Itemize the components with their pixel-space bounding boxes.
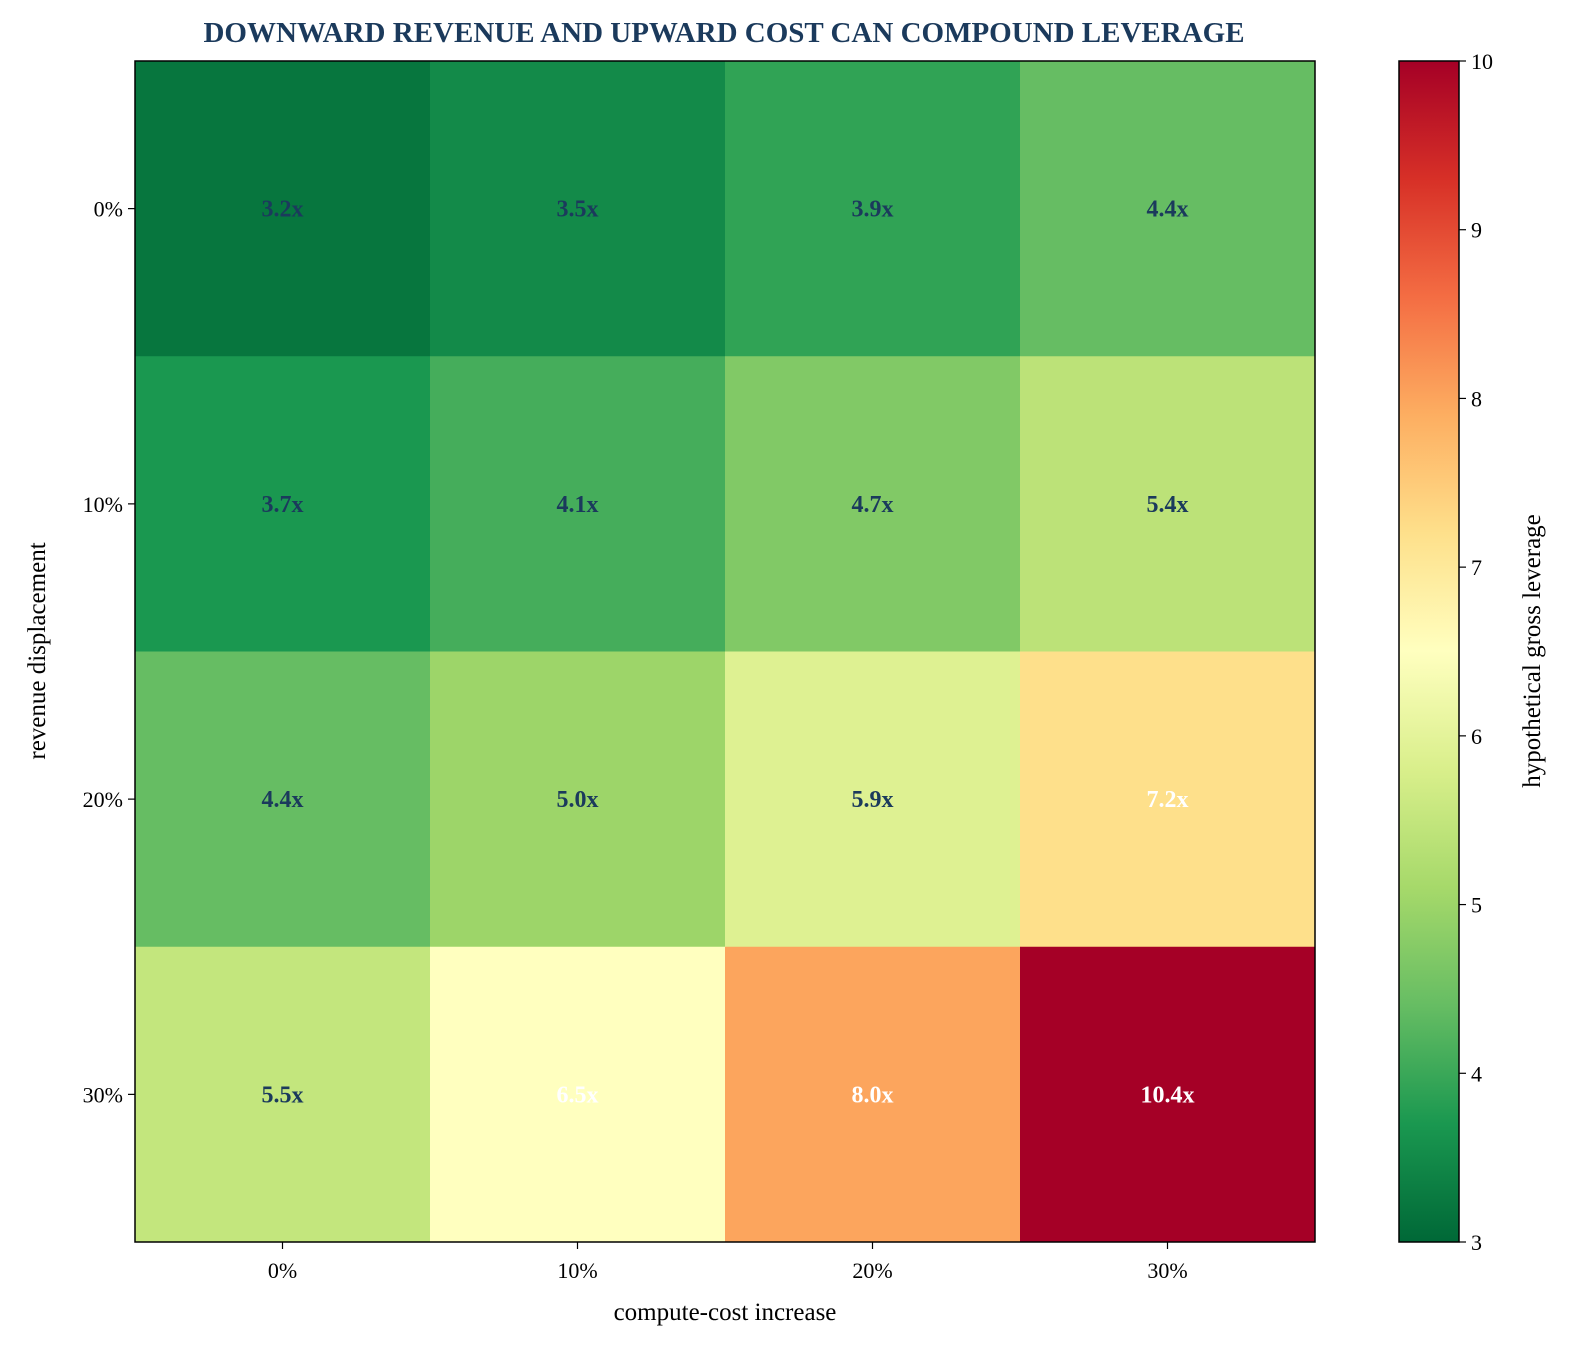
heatmap-cell <box>430 946 726 1243</box>
heatmap-cell <box>1020 651 1316 948</box>
heatmap-cell <box>135 61 431 357</box>
x-tick-label: 30% <box>1147 1258 1187 1283</box>
cell-value-label: 4.1x <box>557 492 599 518</box>
heatmap-cell <box>725 61 1021 357</box>
plot-frame <box>134 60 1316 1243</box>
y-tick-label: 20% <box>83 787 123 812</box>
cell-value-label: 3.9x <box>852 197 894 223</box>
cell-value-label: 3.7x <box>262 492 304 518</box>
y-axis-label: revenue displacement <box>24 542 51 759</box>
y-axis-ticks: 0% 10% 20% 30% <box>83 197 135 1107</box>
colorbar-label: hypothetical gross leverage <box>1519 514 1546 788</box>
heatmap-cell <box>1020 61 1316 357</box>
colorbar-tick-label: 9 <box>1471 218 1482 243</box>
heatmap-cell <box>725 651 1021 948</box>
heatmap-cell <box>1020 356 1316 652</box>
cell-value-label: 5.5x <box>262 1082 304 1108</box>
heatmap-cell <box>725 946 1021 1243</box>
heatmap-cell-labels: 3.2x 3.5x 3.9x 4.4x 3.7x 4.1x 4.7x 5.4x 4.4x 5.0x… <box>262 197 1195 1109</box>
heatmap-cell <box>135 356 431 652</box>
cell-value-label: 4.7x <box>852 492 894 518</box>
cell-value-label: 4.4x <box>1147 197 1189 223</box>
x-tick-label: 10% <box>557 1258 597 1283</box>
cell-value-label: 10.4x <box>1141 1082 1195 1108</box>
cell-value-label: 7.2x <box>1147 787 1189 813</box>
x-tick-label: 20% <box>852 1258 892 1283</box>
colorbar-ticks: 3 4 5 6 7 8 9 10 <box>1459 49 1493 1255</box>
cell-value-label: 3.2x <box>262 197 304 223</box>
cell-value-label: 5.9x <box>852 787 894 813</box>
heatmap-cell <box>430 61 726 357</box>
colorbar-tick-label: 5 <box>1471 893 1482 918</box>
x-axis-label: compute-cost increase <box>614 1299 837 1326</box>
heatmap-cell <box>725 356 1021 652</box>
x-tick-label: 0% <box>268 1258 297 1283</box>
heatmap-cell <box>135 651 431 948</box>
cell-value-label: 4.4x <box>262 787 304 813</box>
y-tick-label: 30% <box>83 1082 123 1107</box>
colorbar-tick-label: 10 <box>1471 49 1493 74</box>
colorbar <box>1398 60 1460 1243</box>
heatmap-cell <box>430 651 726 948</box>
y-tick-label: 10% <box>83 492 123 517</box>
chart-title: DOWNWARD REVENUE AND UPWARD COST CAN COM… <box>203 17 1244 49</box>
cell-value-label: 6.5x <box>557 1082 599 1108</box>
y-tick-label: 0% <box>94 197 123 222</box>
heatmap-cell <box>430 356 726 652</box>
x-axis-ticks: 0% 10% 20% 30% <box>268 1242 1188 1283</box>
heatmap-cell <box>135 946 431 1243</box>
colorbar-tick-label: 4 <box>1471 1061 1482 1086</box>
cell-value-label: 5.0x <box>557 787 599 813</box>
colorbar-tick-label: 7 <box>1471 555 1482 580</box>
cell-value-label: 5.4x <box>1147 492 1189 518</box>
cell-value-label: 3.5x <box>557 197 599 223</box>
heatmap-cells <box>135 61 1316 1243</box>
cell-value-label: 8.0x <box>852 1082 894 1108</box>
colorbar-tick-label: 6 <box>1471 724 1482 749</box>
colorbar-tick-label: 8 <box>1471 386 1482 411</box>
colorbar-tick-label: 3 <box>1471 1230 1482 1255</box>
heatmap-cell <box>1020 946 1316 1243</box>
